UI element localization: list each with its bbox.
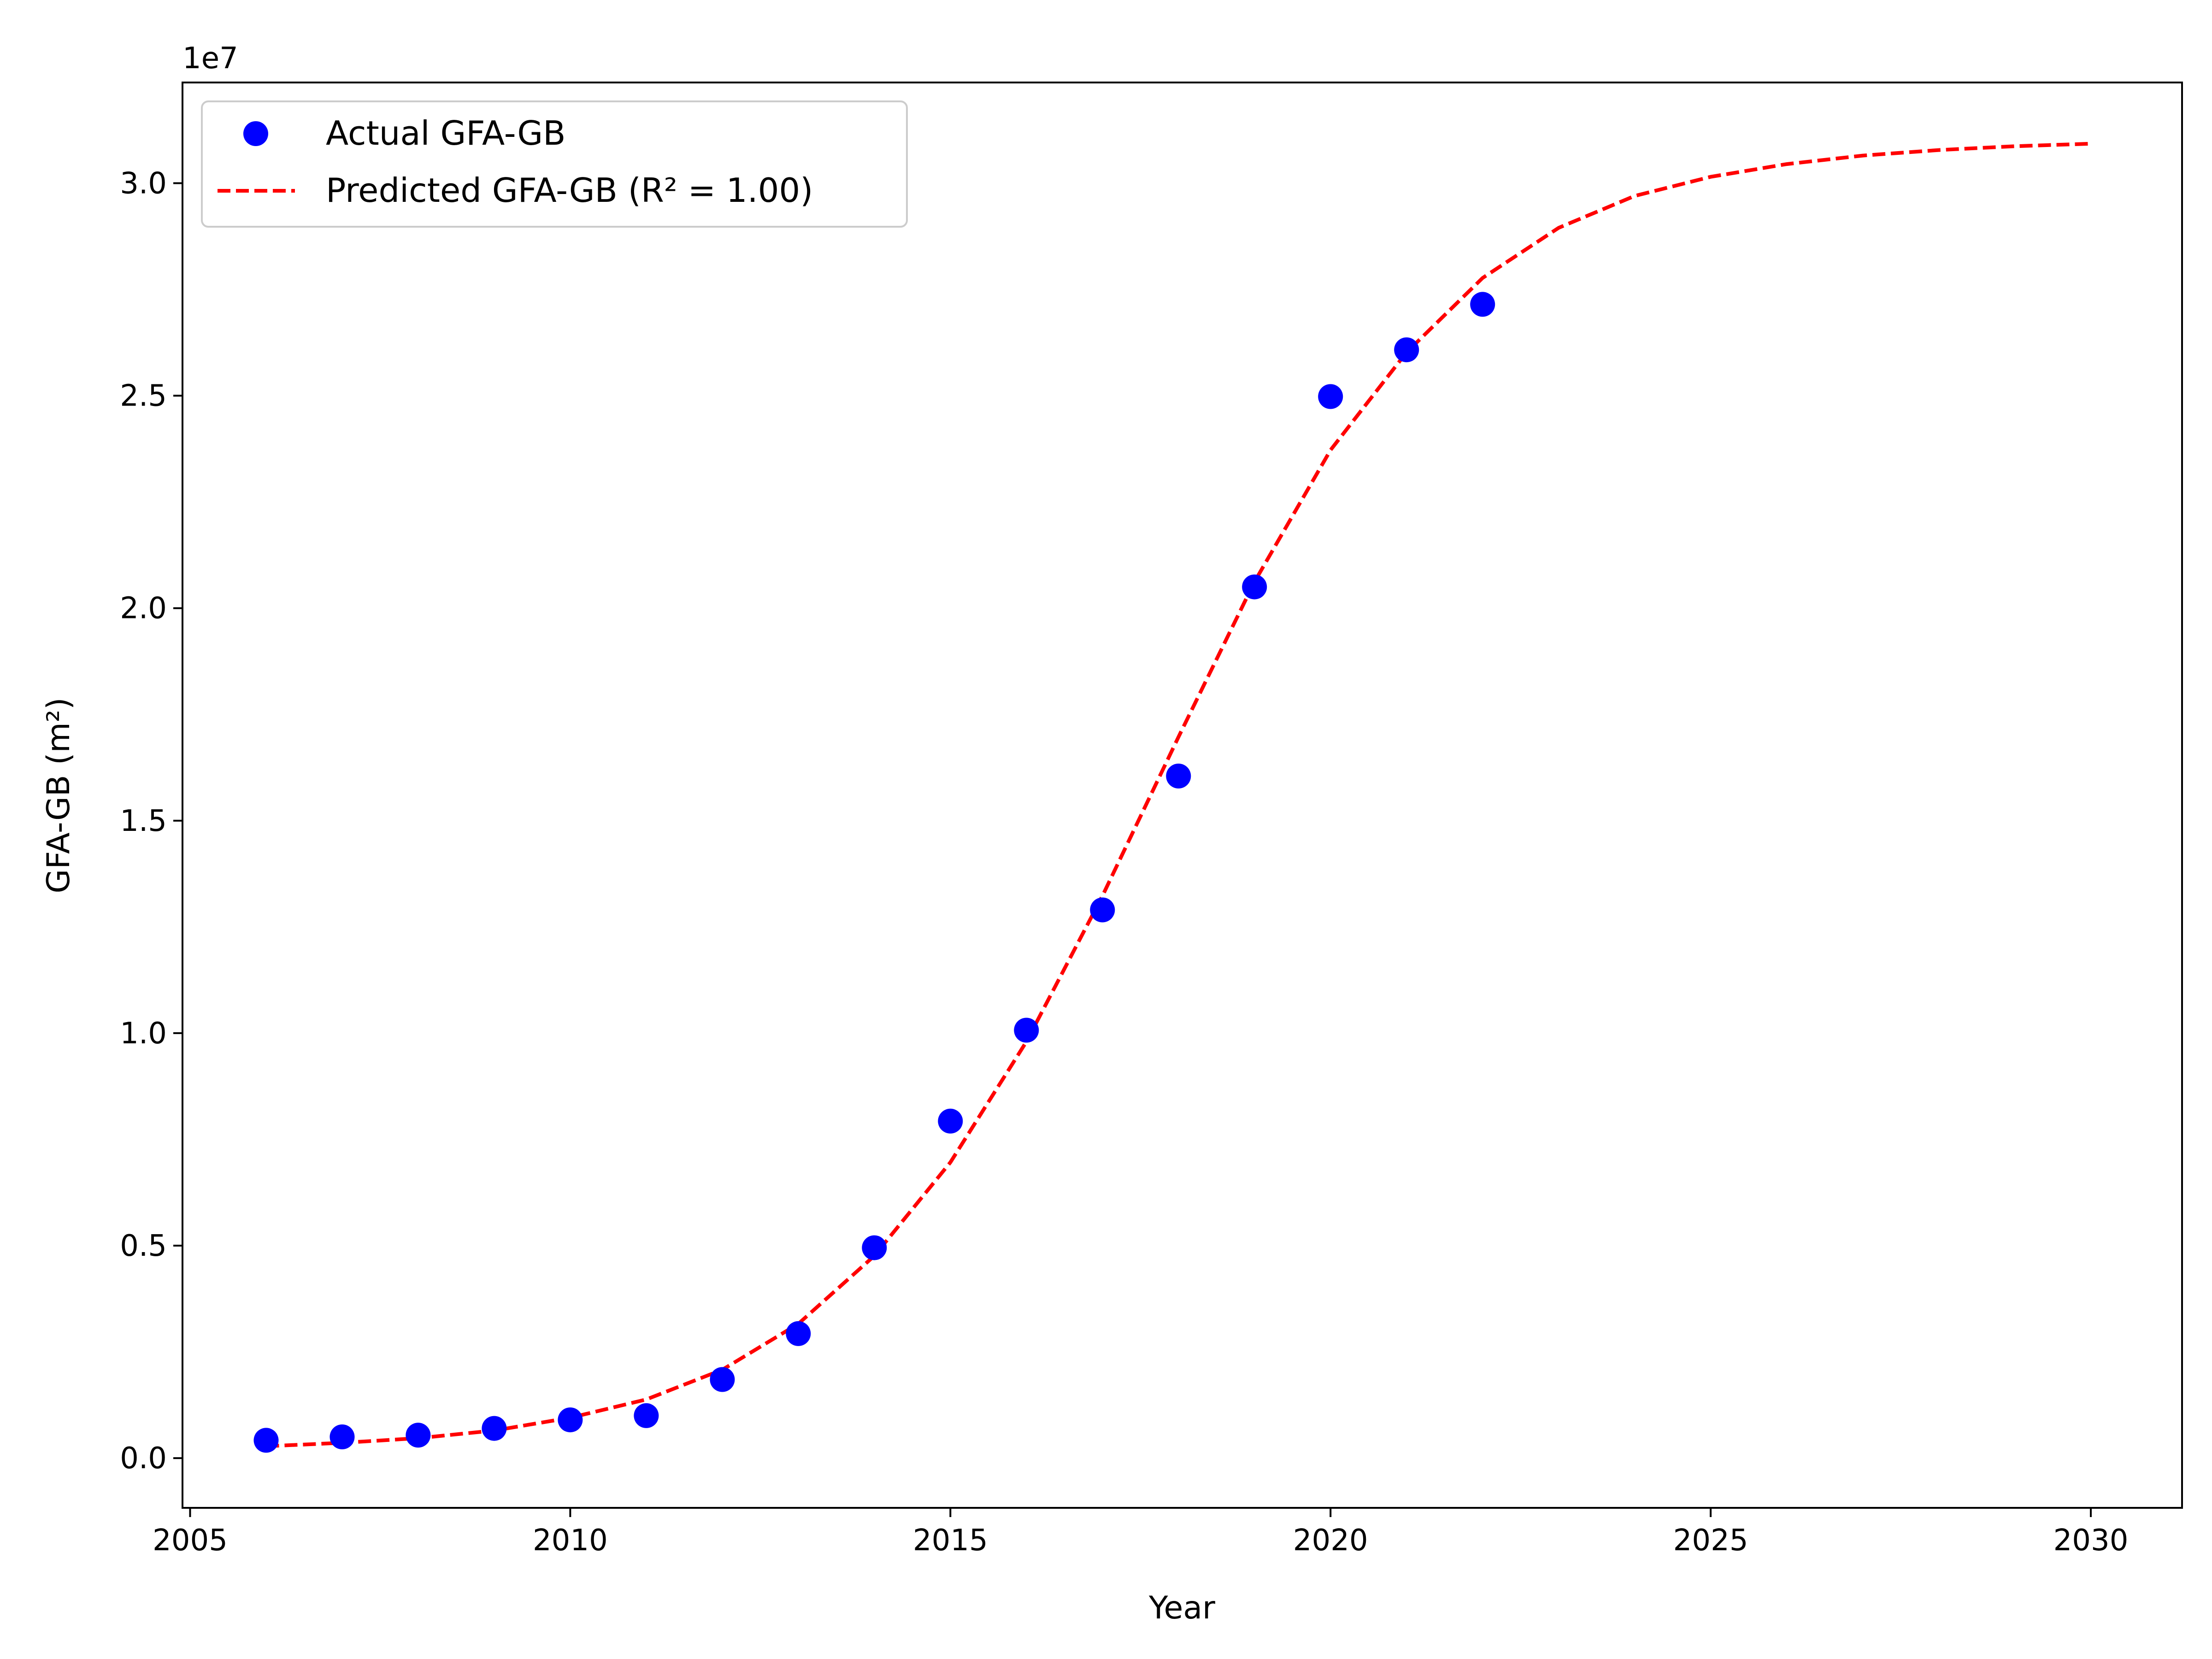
- legend-label-predicted: Predicted GFA-GB (R² = 1.00): [326, 171, 813, 210]
- x-axis: 2005 2010 2015 2020 2025 2030: [153, 1508, 2128, 1558]
- y-tick-label: 2.5: [120, 379, 167, 413]
- x-tick-label: 2020: [1293, 1524, 1368, 1558]
- actual-point: [786, 1321, 811, 1346]
- actual-point: [1470, 292, 1495, 317]
- actual-point: [1014, 1018, 1039, 1043]
- legend-marker-actual: [243, 121, 268, 146]
- x-axis-label: Year: [1148, 1590, 1215, 1626]
- actual-point: [938, 1108, 963, 1134]
- actual-point: [862, 1235, 887, 1260]
- actual-point: [406, 1423, 431, 1448]
- x-tick-label: 2025: [1673, 1524, 1748, 1558]
- legend: Actual GFA-GB Predicted GFA-GB (R² = 1.0…: [201, 100, 908, 228]
- x-tick-label: 2005: [153, 1524, 228, 1558]
- actual-point: [329, 1424, 355, 1449]
- y-tick-label: 0.0: [120, 1441, 167, 1476]
- x-tick-label: 2030: [2053, 1524, 2129, 1558]
- y-axis-label: GFA-GB (m²): [41, 697, 77, 893]
- plot-frame: [182, 82, 2183, 1509]
- y-offset-label: 1e7: [182, 41, 238, 76]
- actual-point: [1318, 384, 1343, 409]
- y-tick-label: 1.5: [120, 804, 167, 838]
- x-tick-label: 2010: [533, 1524, 608, 1558]
- actual-point: [558, 1407, 583, 1433]
- y-axis: 0.0 0.5 1.0 1.5 2.0 2.5 3.0: [120, 167, 182, 1476]
- legend-label-actual: Actual GFA-GB: [326, 114, 566, 153]
- actual-point: [253, 1428, 279, 1453]
- y-tick-label: 1.0: [120, 1017, 167, 1051]
- actual-point: [634, 1403, 659, 1428]
- legend-box: [201, 100, 908, 228]
- plot-area: [182, 82, 2182, 1508]
- actual-point: [1166, 764, 1191, 788]
- x-tick-label: 2015: [913, 1524, 988, 1558]
- y-tick-label: 0.5: [120, 1229, 167, 1263]
- actual-point: [710, 1367, 735, 1392]
- actual-point: [482, 1416, 507, 1441]
- actual-point: [1394, 337, 1419, 363]
- y-tick-label: 2.0: [120, 592, 167, 626]
- actual-point: [1090, 897, 1115, 923]
- y-tick-label: 3.0: [120, 167, 167, 201]
- actual-point: [1242, 574, 1267, 600]
- series-layer: [253, 141, 2091, 1453]
